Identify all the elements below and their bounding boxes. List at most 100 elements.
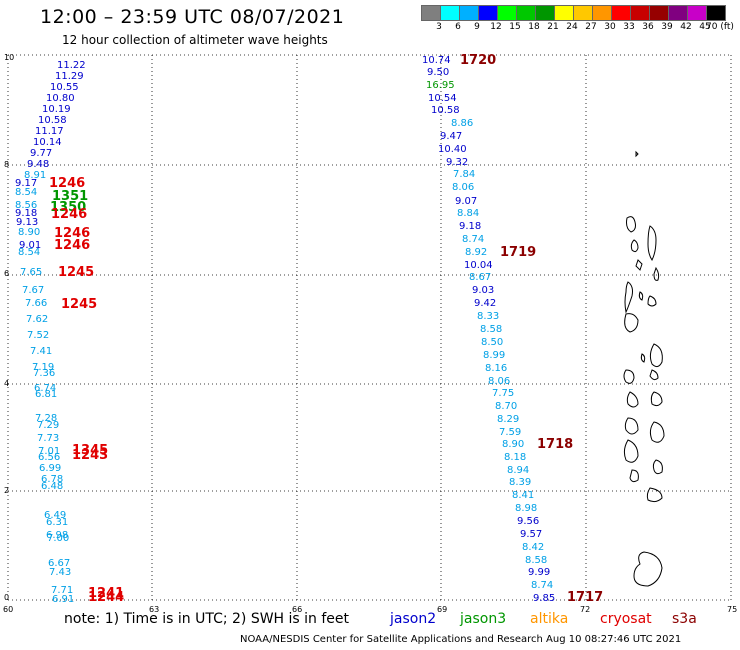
island-outline [652, 459, 663, 475]
time-label: 1245 [58, 265, 94, 280]
scale-label: 12 [490, 22, 502, 32]
swh-value: 8.94 [507, 465, 529, 476]
lon-tick-label: 63 [149, 605, 159, 614]
swh-value: 11.29 [55, 71, 84, 82]
swh-value: 10.19 [42, 104, 71, 115]
lon-tick-label: 66 [292, 605, 302, 614]
swh-value: 8.91 [24, 170, 46, 181]
swh-value: 16.95 [426, 80, 455, 91]
swh-value: 8.18 [504, 452, 526, 463]
swh-value: 7.43 [49, 567, 71, 578]
swh-value: 6.81 [35, 389, 57, 400]
island-outline [647, 225, 657, 261]
page-subtitle: 12 hour collection of altimeter wave hei… [62, 33, 328, 47]
swh-value: 8.50 [481, 337, 503, 348]
swh-value: 8.86 [451, 118, 473, 129]
swh-value: 9.56 [517, 516, 539, 527]
lat-tick-label: 0 [4, 593, 9, 602]
scale-label: 27 [585, 22, 597, 32]
island-outline [624, 417, 639, 435]
swh-value: 10.58 [431, 105, 460, 116]
swh-value: 8.41 [512, 490, 534, 501]
swh-value: 6.99 [39, 463, 61, 474]
swh-value: 7.41 [30, 346, 52, 357]
swh-value: 8.33 [477, 311, 499, 322]
swh-value: 9.01 [19, 240, 41, 251]
islands-outline [623, 150, 665, 587]
scale-label: 42 [680, 22, 692, 32]
island-outline [626, 391, 639, 408]
legend-cryosat: cryosat [600, 611, 652, 627]
swh-value: 7.67 [22, 285, 44, 296]
swh-value: 6.31 [46, 517, 68, 528]
swh-value: 8.98 [515, 503, 537, 514]
swh-value: 10.54 [428, 93, 457, 104]
scale-label: 45 [699, 22, 711, 32]
scale-label: 24 [566, 22, 578, 32]
swh-value: 11.17 [35, 126, 64, 137]
lat-tick-label: 8 [4, 160, 9, 169]
island-outline [647, 295, 657, 307]
island-outline [630, 239, 639, 253]
swh-value: 8.42 [522, 542, 544, 553]
swh-value: 9.48 [27, 159, 49, 170]
island-outline [624, 313, 639, 333]
scale-swatch [706, 5, 726, 21]
swh-value: 10.58 [38, 115, 67, 126]
legend-s3a: s3a [672, 611, 697, 627]
swh-value: 7.00 [47, 533, 69, 544]
swh-value: 10.04 [464, 260, 493, 271]
swh-value: 9.03 [472, 285, 494, 296]
scale-label: 3 [436, 22, 442, 32]
swh-value: 8.06 [452, 182, 474, 193]
time-label: 1246 [49, 176, 85, 191]
island-outline [623, 369, 635, 384]
swh-value: 7.71 [51, 585, 73, 596]
island-outline [638, 291, 644, 301]
swh-value: 6.98 [46, 530, 68, 541]
swh-value: 8.74 [462, 234, 484, 245]
swh-value: 9.32 [446, 157, 468, 168]
swh-value: 10.14 [33, 137, 62, 148]
swh-value: 9.57 [520, 529, 542, 540]
swh-value: 7.36 [33, 368, 55, 379]
time-label: 1244 [88, 590, 124, 605]
swh-value: 8.54 [18, 247, 40, 258]
island-outline [635, 150, 639, 158]
swh-value: 8.58 [525, 555, 547, 566]
swh-value: 6.48 [41, 481, 63, 492]
swh-value: 9.47 [440, 131, 462, 142]
scale-label: 70 (ft) [706, 22, 734, 32]
time-label: 1241 [88, 586, 124, 601]
swh-value: 9.13 [16, 217, 38, 228]
time-label: 1345 [72, 443, 108, 458]
time-label: 1717 [567, 590, 603, 605]
swh-value: 9.99 [528, 567, 550, 578]
swh-value: 8.54 [15, 187, 37, 198]
swh-value: 8.70 [495, 401, 517, 412]
lon-tick-label: 69 [437, 605, 447, 614]
swh-value: 9.07 [455, 196, 477, 207]
swh-value: 9.18 [459, 221, 481, 232]
map-grid [7, 54, 732, 601]
time-label: 1246 [54, 238, 90, 253]
swh-value: 10.55 [50, 82, 79, 93]
island-outline [629, 469, 639, 483]
swh-value: 6.49 [44, 510, 66, 521]
swh-value: 8.92 [465, 247, 487, 258]
scale-label: 9 [474, 22, 480, 32]
swh-value: 8.90 [502, 439, 524, 450]
swh-value: 6.74 [34, 383, 56, 394]
page-title: 12:00 – 23:59 UTC 08/07/2021 [40, 6, 345, 28]
swh-value: 7.66 [25, 298, 47, 309]
swh-value: 8.90 [18, 227, 40, 238]
footer-credit: NOAA/NESDIS Center for Satellite Applica… [240, 634, 682, 645]
island-outline [649, 343, 663, 368]
swh-value: 7.28 [35, 413, 57, 424]
swh-value: 11.22 [57, 60, 86, 71]
swh-value: 7.62 [26, 314, 48, 325]
swh-value: 9.85 [533, 593, 555, 604]
swh-value: 7.73 [37, 433, 59, 444]
island-outline [640, 353, 646, 363]
